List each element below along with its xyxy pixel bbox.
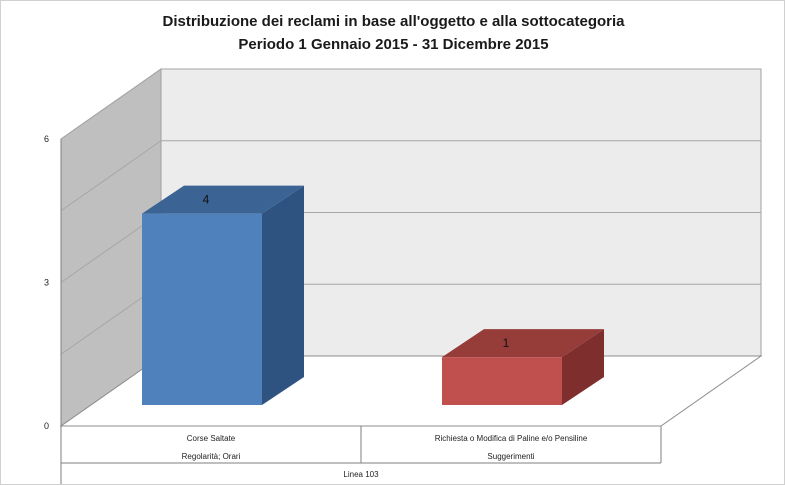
gridline-side — [60, 140, 162, 212]
chart-subtitle: Periodo 1 Gennaio 2015 - 31 Dicembre 201… — [238, 36, 549, 53]
gridline-side — [60, 68, 162, 140]
y-tick-label: 3 — [44, 278, 49, 288]
bar-top — [442, 329, 604, 358]
bar-side — [562, 329, 604, 405]
bar — [442, 357, 562, 405]
bar-top — [142, 185, 304, 214]
bar — [142, 213, 262, 405]
x-group-label: Regolarità; Orari — [182, 452, 241, 461]
chart-title: Distribuzione dei reclami in base all'og… — [162, 13, 625, 30]
bar-side — [262, 185, 304, 405]
x-tick-label: Corse Saltate — [187, 434, 236, 443]
data-label: 1 — [503, 336, 510, 350]
y-tick-label: 6 — [44, 134, 49, 144]
y-tick-label: 0 — [44, 421, 49, 431]
x-tick-label: Richiesta o Modifica di Paline e/o Pensi… — [435, 434, 588, 443]
data-label: 4 — [203, 193, 210, 207]
x-outer-group-label: Linea 103 — [343, 470, 379, 479]
x-group-label: Suggerimenti — [487, 452, 534, 461]
